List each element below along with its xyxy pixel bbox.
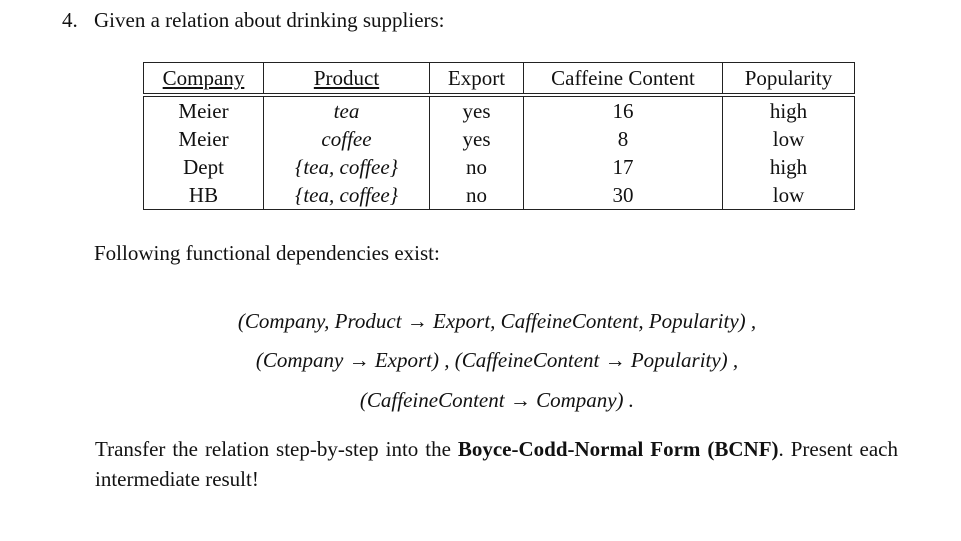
dependency: (Company → Export) , (CaffeineContent → … (255, 348, 739, 372)
table-cell: no (429, 153, 524, 181)
header: Product (313, 65, 380, 90)
header: Company (162, 65, 245, 90)
table-row: Meier tea yes 16 high (143, 95, 855, 125)
header-row: Company Product Export Caffeine Content … (143, 62, 855, 97)
table-cell: high (722, 95, 855, 125)
task: Transfer the relation step-by-step into … (95, 434, 898, 494)
table-cell: yes (429, 125, 524, 153)
table-cell: 30 (523, 181, 723, 210)
table-cell: low (722, 125, 855, 153)
table-cell: 8 (523, 125, 723, 153)
question-number: 4. (62, 8, 78, 32)
relation-table: Company Product Export Caffeine Content … (143, 62, 855, 210)
dependencies-intro: Following functional dependencies exist: (94, 241, 440, 265)
task-text: Transfer the relation step-by-step into … (95, 437, 451, 461)
table-cell: Meier (143, 95, 264, 125)
table-cell: yes (429, 95, 524, 125)
table-cell: Dept (143, 153, 264, 181)
table-cell: 16 (523, 95, 723, 125)
dependency: (Company, Product → Export, CaffeineCont… (237, 309, 757, 333)
header: Popularity (722, 62, 855, 97)
table-cell: tea (263, 95, 430, 125)
table-cell: {tea, coffee} (263, 181, 430, 210)
table-cell: Meier (143, 125, 264, 153)
table-cell: {tea, coffee} (263, 153, 430, 181)
header: Caffeine Content (523, 62, 723, 97)
table-cell: high (722, 153, 855, 181)
table-cell: low (722, 181, 855, 210)
table-cell: coffee (263, 125, 430, 153)
task-bold: Boyce-Codd-Normal Form (BCNF) (457, 437, 779, 461)
dependency: (CaffeineContent → Company) . (359, 388, 635, 412)
table-row: Meier coffee yes 8 low (143, 125, 855, 153)
task-text: . Present each intermediate result! (95, 437, 898, 491)
header: Export (429, 62, 524, 97)
table-row: Dept {tea, coffee} no 17 high (143, 153, 855, 181)
table-cell: no (429, 181, 524, 210)
table-row: HB {tea, coffee} no 30 low (143, 181, 855, 210)
question-text: Given a relation about drinking supplier… (94, 8, 445, 32)
table-cell: 17 (523, 153, 723, 181)
table-cell: HB (143, 181, 264, 210)
